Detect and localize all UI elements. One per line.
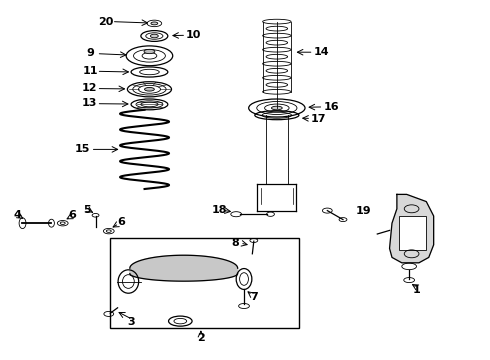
Text: 6: 6 xyxy=(69,210,76,220)
Text: 13: 13 xyxy=(82,98,98,108)
Text: 5: 5 xyxy=(83,204,91,215)
Polygon shape xyxy=(130,255,238,281)
Ellipse shape xyxy=(151,22,158,25)
Polygon shape xyxy=(390,194,434,263)
Text: 2: 2 xyxy=(197,333,205,343)
Text: 8: 8 xyxy=(231,238,239,248)
Text: 19: 19 xyxy=(355,206,371,216)
Text: 18: 18 xyxy=(212,204,227,215)
Text: 9: 9 xyxy=(87,48,95,58)
Text: 10: 10 xyxy=(186,30,201,40)
Text: 15: 15 xyxy=(74,144,90,154)
Bar xyxy=(399,216,426,250)
Ellipse shape xyxy=(145,87,154,91)
Text: 3: 3 xyxy=(127,317,135,327)
Text: 6: 6 xyxy=(118,217,125,227)
Text: 1: 1 xyxy=(413,285,420,295)
Text: 7: 7 xyxy=(250,292,258,302)
Ellipse shape xyxy=(271,106,282,110)
Text: 12: 12 xyxy=(82,83,98,93)
Text: 16: 16 xyxy=(323,102,339,112)
Text: 11: 11 xyxy=(83,66,98,76)
Text: 14: 14 xyxy=(314,47,329,57)
Bar xyxy=(110,238,299,328)
Text: 17: 17 xyxy=(311,114,327,124)
Ellipse shape xyxy=(144,49,155,54)
Text: 20: 20 xyxy=(98,17,113,27)
Text: 4: 4 xyxy=(13,210,21,220)
Ellipse shape xyxy=(150,34,158,38)
